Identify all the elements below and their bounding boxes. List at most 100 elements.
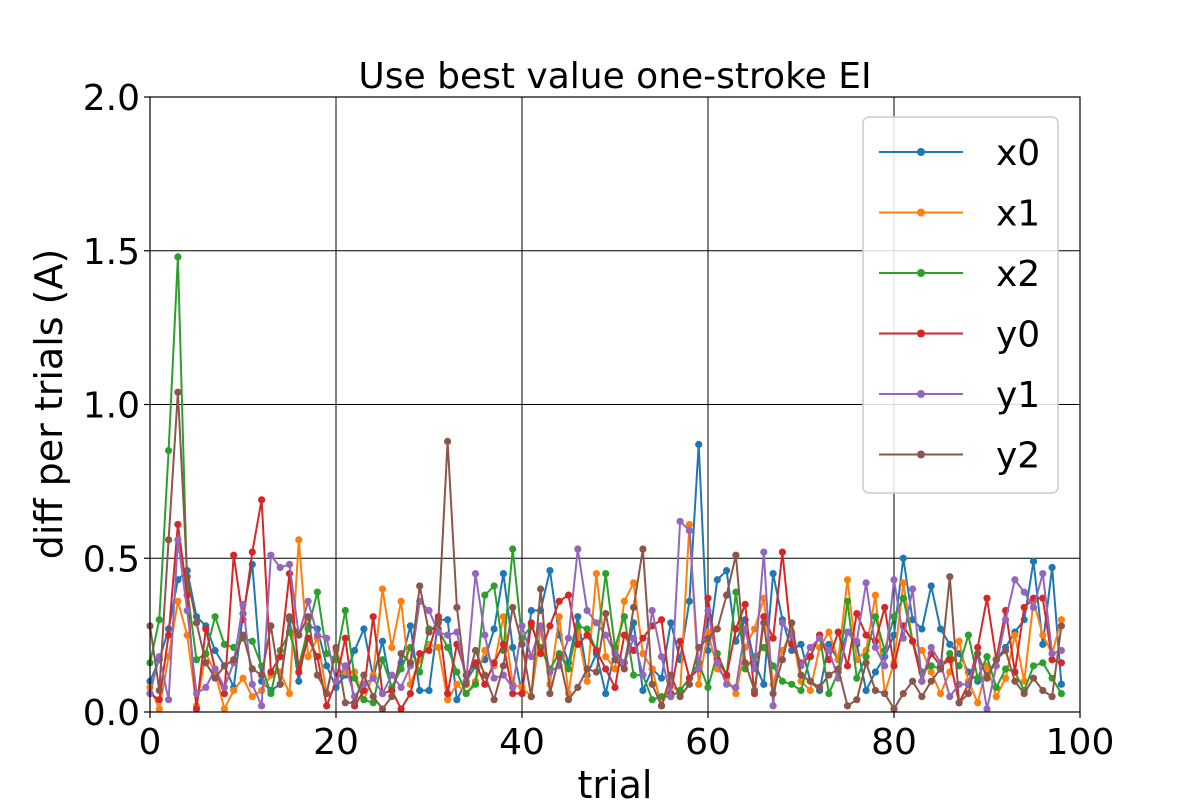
data-point-y2 xyxy=(964,689,973,698)
data-point-y2 xyxy=(630,603,638,612)
data-point-y0 xyxy=(276,653,284,661)
data-point-y2 xyxy=(369,693,377,701)
legend-frame xyxy=(862,116,1059,494)
data-point-y1 xyxy=(527,653,535,661)
data-point-y0 xyxy=(974,643,982,652)
data-point-x1 xyxy=(843,576,852,584)
data-point-x2 xyxy=(490,582,498,590)
data-point-y1 xyxy=(332,677,340,685)
data-point-y1 xyxy=(723,680,731,688)
data-point-y2 xyxy=(462,680,470,688)
data-point-y1 xyxy=(323,634,331,642)
data-point-y0 xyxy=(853,610,861,618)
data-point-y2 xyxy=(332,643,340,652)
data-point-x0 xyxy=(453,696,461,704)
data-point-y2 xyxy=(834,665,842,673)
data-point-y0 xyxy=(304,634,312,642)
data-point-x1 xyxy=(453,680,461,688)
data-point-y2 xyxy=(453,603,461,612)
data-point-y1 xyxy=(667,693,675,701)
data-point-x0 xyxy=(295,677,303,685)
legend-label: y0 xyxy=(996,315,1040,356)
data-point-x0 xyxy=(1039,640,1047,648)
data-point-x0 xyxy=(527,606,535,615)
data-point-y2 xyxy=(983,674,991,682)
data-point-x1 xyxy=(555,613,563,621)
data-point-y2 xyxy=(202,659,210,667)
data-point-x2 xyxy=(471,680,480,688)
data-point-y2 xyxy=(992,656,1000,664)
data-point-x0 xyxy=(378,637,387,645)
data-point-x2 xyxy=(509,545,517,553)
legend-label: y2 xyxy=(996,436,1040,477)
data-point-x2 xyxy=(992,683,1000,692)
data-point-y1 xyxy=(518,622,526,630)
data-point-y2 xyxy=(592,668,601,676)
data-point-x2 xyxy=(630,671,638,679)
data-point-y2 xyxy=(416,582,424,590)
data-point-y0 xyxy=(862,631,870,639)
data-point-x0 xyxy=(713,576,721,584)
data-point-y0 xyxy=(509,689,517,698)
data-point-y2 xyxy=(732,551,740,559)
data-point-x2 xyxy=(843,597,852,605)
data-point-y0 xyxy=(704,594,712,602)
data-point-y1 xyxy=(1011,576,1019,584)
data-point-y0 xyxy=(676,637,684,645)
data-point-x1 xyxy=(695,680,703,688)
data-point-x0 xyxy=(360,625,368,633)
x-tick-label: 100 xyxy=(1046,722,1115,763)
data-point-y2 xyxy=(155,686,163,695)
data-point-y0 xyxy=(602,665,610,673)
data-point-x0 xyxy=(769,570,777,578)
x-tick-label: 60 xyxy=(685,722,731,763)
data-point-y1 xyxy=(583,606,591,615)
chart-title: Use best value one-stroke EI xyxy=(358,56,871,97)
data-point-y1 xyxy=(899,634,907,642)
data-point-y0 xyxy=(806,653,814,661)
data-point-y2 xyxy=(248,665,256,673)
data-point-x0 xyxy=(685,597,694,605)
data-point-y2 xyxy=(258,671,266,679)
legend-label: x2 xyxy=(996,254,1040,295)
data-point-y2 xyxy=(230,656,238,664)
data-point-x2 xyxy=(323,649,331,658)
data-point-x2 xyxy=(1057,689,1065,698)
data-point-y0 xyxy=(843,662,852,670)
data-point-x1 xyxy=(434,643,442,652)
data-point-x1 xyxy=(899,579,907,587)
data-point-x0 xyxy=(899,554,907,562)
series-line-y0 xyxy=(149,498,1062,710)
data-point-y2 xyxy=(881,689,889,698)
data-point-y2 xyxy=(537,585,545,593)
data-point-y1 xyxy=(174,536,182,544)
data-point-y1 xyxy=(378,689,387,698)
legend-label: x0 xyxy=(996,133,1040,174)
data-point-y1 xyxy=(481,631,489,639)
data-point-x1 xyxy=(388,643,396,652)
series-layer xyxy=(146,253,1065,713)
data-point-y0 xyxy=(369,613,377,621)
legend-item-y1: y1 xyxy=(879,375,1040,416)
data-point-x0 xyxy=(444,616,452,624)
data-point-x2 xyxy=(453,668,461,676)
data-point-x1 xyxy=(927,668,935,676)
data-point-y2 xyxy=(285,613,294,621)
data-point-x0 xyxy=(871,668,880,676)
data-point-x0 xyxy=(211,646,219,655)
data-point-y1 xyxy=(313,631,321,639)
data-point-x2 xyxy=(704,683,712,692)
legend-marker xyxy=(917,329,925,338)
data-point-y2 xyxy=(723,591,731,599)
data-point-x2 xyxy=(974,674,982,682)
data-point-x2 xyxy=(369,699,377,707)
data-point-x1 xyxy=(230,686,238,695)
data-point-y1 xyxy=(258,702,266,710)
data-point-x1 xyxy=(248,693,256,701)
data-point-y1 xyxy=(1029,603,1038,612)
data-point-y2 xyxy=(871,686,880,695)
data-point-y2 xyxy=(825,671,833,679)
data-point-x0 xyxy=(723,566,731,575)
data-point-y1 xyxy=(276,563,284,572)
data-point-y0 xyxy=(983,594,991,602)
